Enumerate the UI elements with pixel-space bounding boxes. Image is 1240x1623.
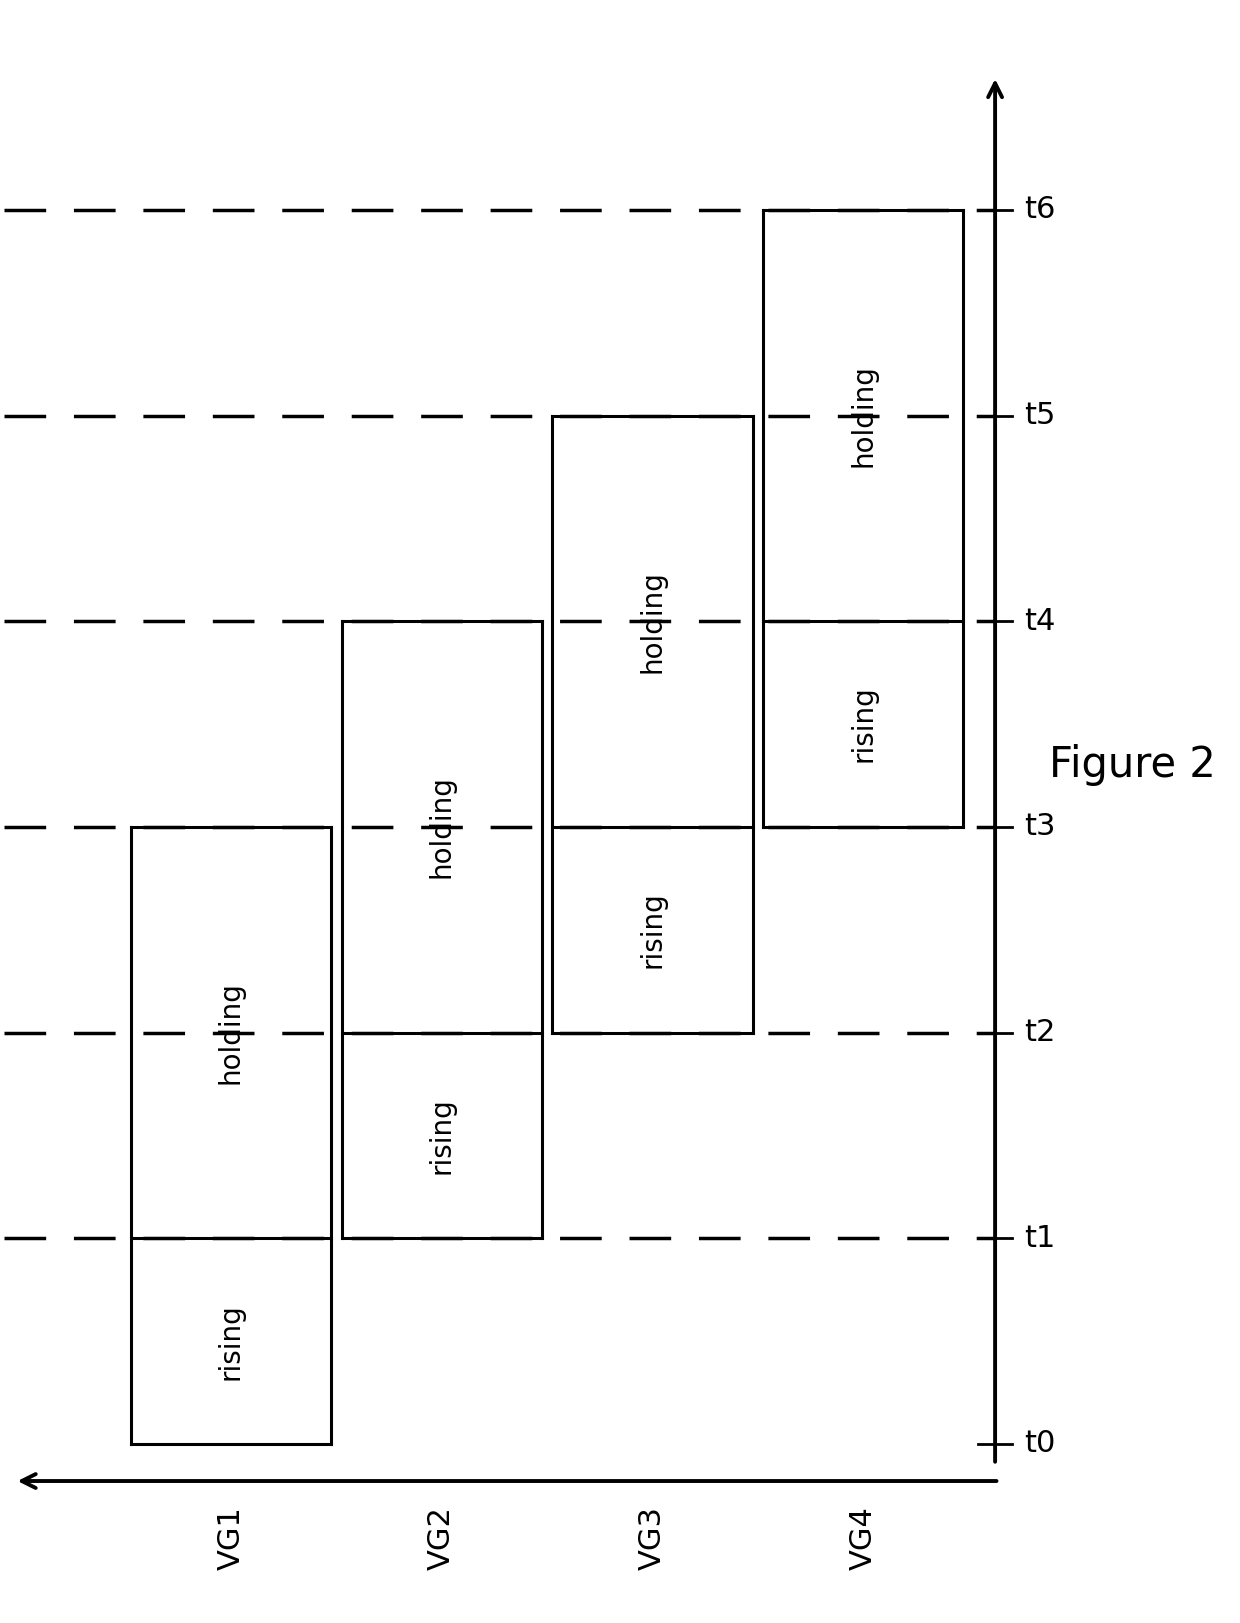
Text: VG2: VG2 [427,1506,456,1569]
Text: t5: t5 [1024,401,1056,430]
Text: t4: t4 [1024,607,1056,636]
Text: holding: holding [428,776,455,878]
Text: t0: t0 [1024,1430,1056,1459]
Text: holding: holding [639,570,666,672]
Text: rising: rising [849,685,878,763]
Text: rising: rising [428,1097,455,1173]
Text: holding: holding [849,364,878,467]
Text: VG1: VG1 [216,1506,246,1569]
Text: holding: holding [217,982,244,1084]
Text: t2: t2 [1024,1018,1056,1047]
Text: t3: t3 [1024,813,1056,841]
Text: t6: t6 [1024,195,1056,224]
Text: VG4: VG4 [849,1506,878,1569]
Text: Figure 2: Figure 2 [1049,745,1215,786]
Text: rising: rising [639,891,666,969]
Text: t1: t1 [1024,1224,1056,1253]
Text: rising: rising [217,1303,244,1380]
Text: VG3: VG3 [639,1506,667,1569]
